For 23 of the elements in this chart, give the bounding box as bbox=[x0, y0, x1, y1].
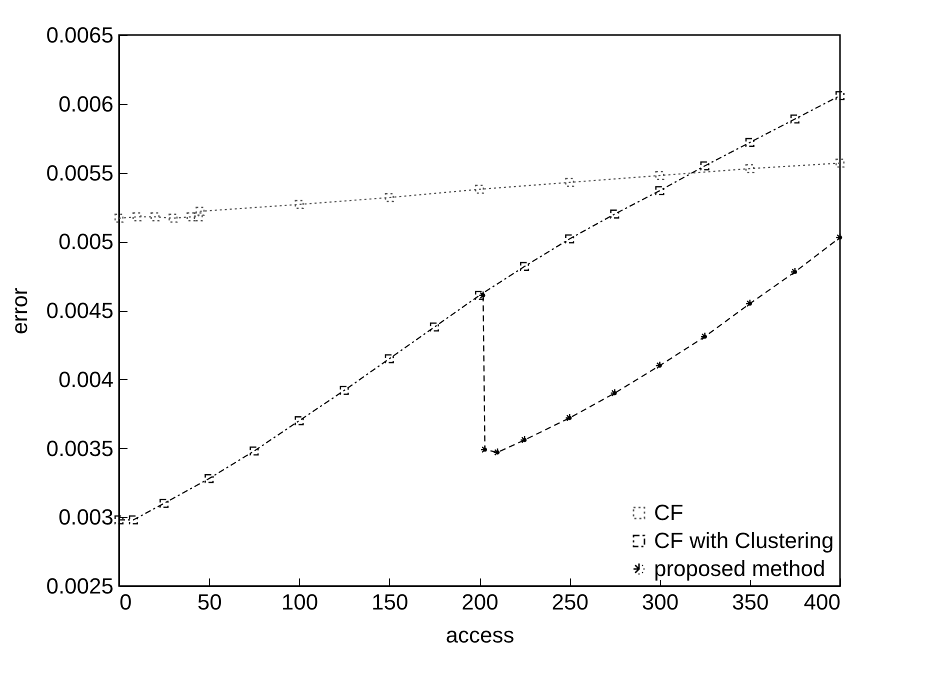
y-tick-label: 0.006 bbox=[58, 91, 114, 116]
legend-label: proposed method bbox=[654, 556, 826, 581]
y-tick-label: 0.0025 bbox=[46, 574, 114, 598]
x-tick-label: 200 bbox=[462, 590, 498, 614]
y-tick-label: 0.003 bbox=[58, 504, 114, 530]
x-tick-label: 350 bbox=[732, 590, 769, 614]
x-axis-title: access bbox=[446, 622, 514, 648]
legend-label: CF with Clustering bbox=[654, 528, 834, 553]
x-tick-label: 250 bbox=[552, 590, 588, 614]
x-tick-label: 100 bbox=[281, 590, 318, 614]
y-tick-label: 0.005 bbox=[58, 229, 114, 254]
x-tick-label: 300 bbox=[642, 590, 679, 614]
x-tick-label: 50 bbox=[197, 590, 222, 614]
x-tick-label: 0 bbox=[120, 590, 132, 614]
y-tick-label: 0.0055 bbox=[46, 160, 114, 186]
legend-label: CF bbox=[654, 500, 684, 525]
y-tick-label: 0.004 bbox=[58, 366, 114, 392]
y-tick-label: 0.0045 bbox=[46, 298, 114, 323]
x-tick-label: 400 bbox=[804, 590, 840, 614]
x-tick-label: 150 bbox=[372, 590, 408, 614]
y-tick-label: 0.0035 bbox=[46, 436, 114, 461]
y-tick-label: 0.0065 bbox=[46, 22, 114, 48]
y-axis-title: error bbox=[7, 288, 32, 334]
